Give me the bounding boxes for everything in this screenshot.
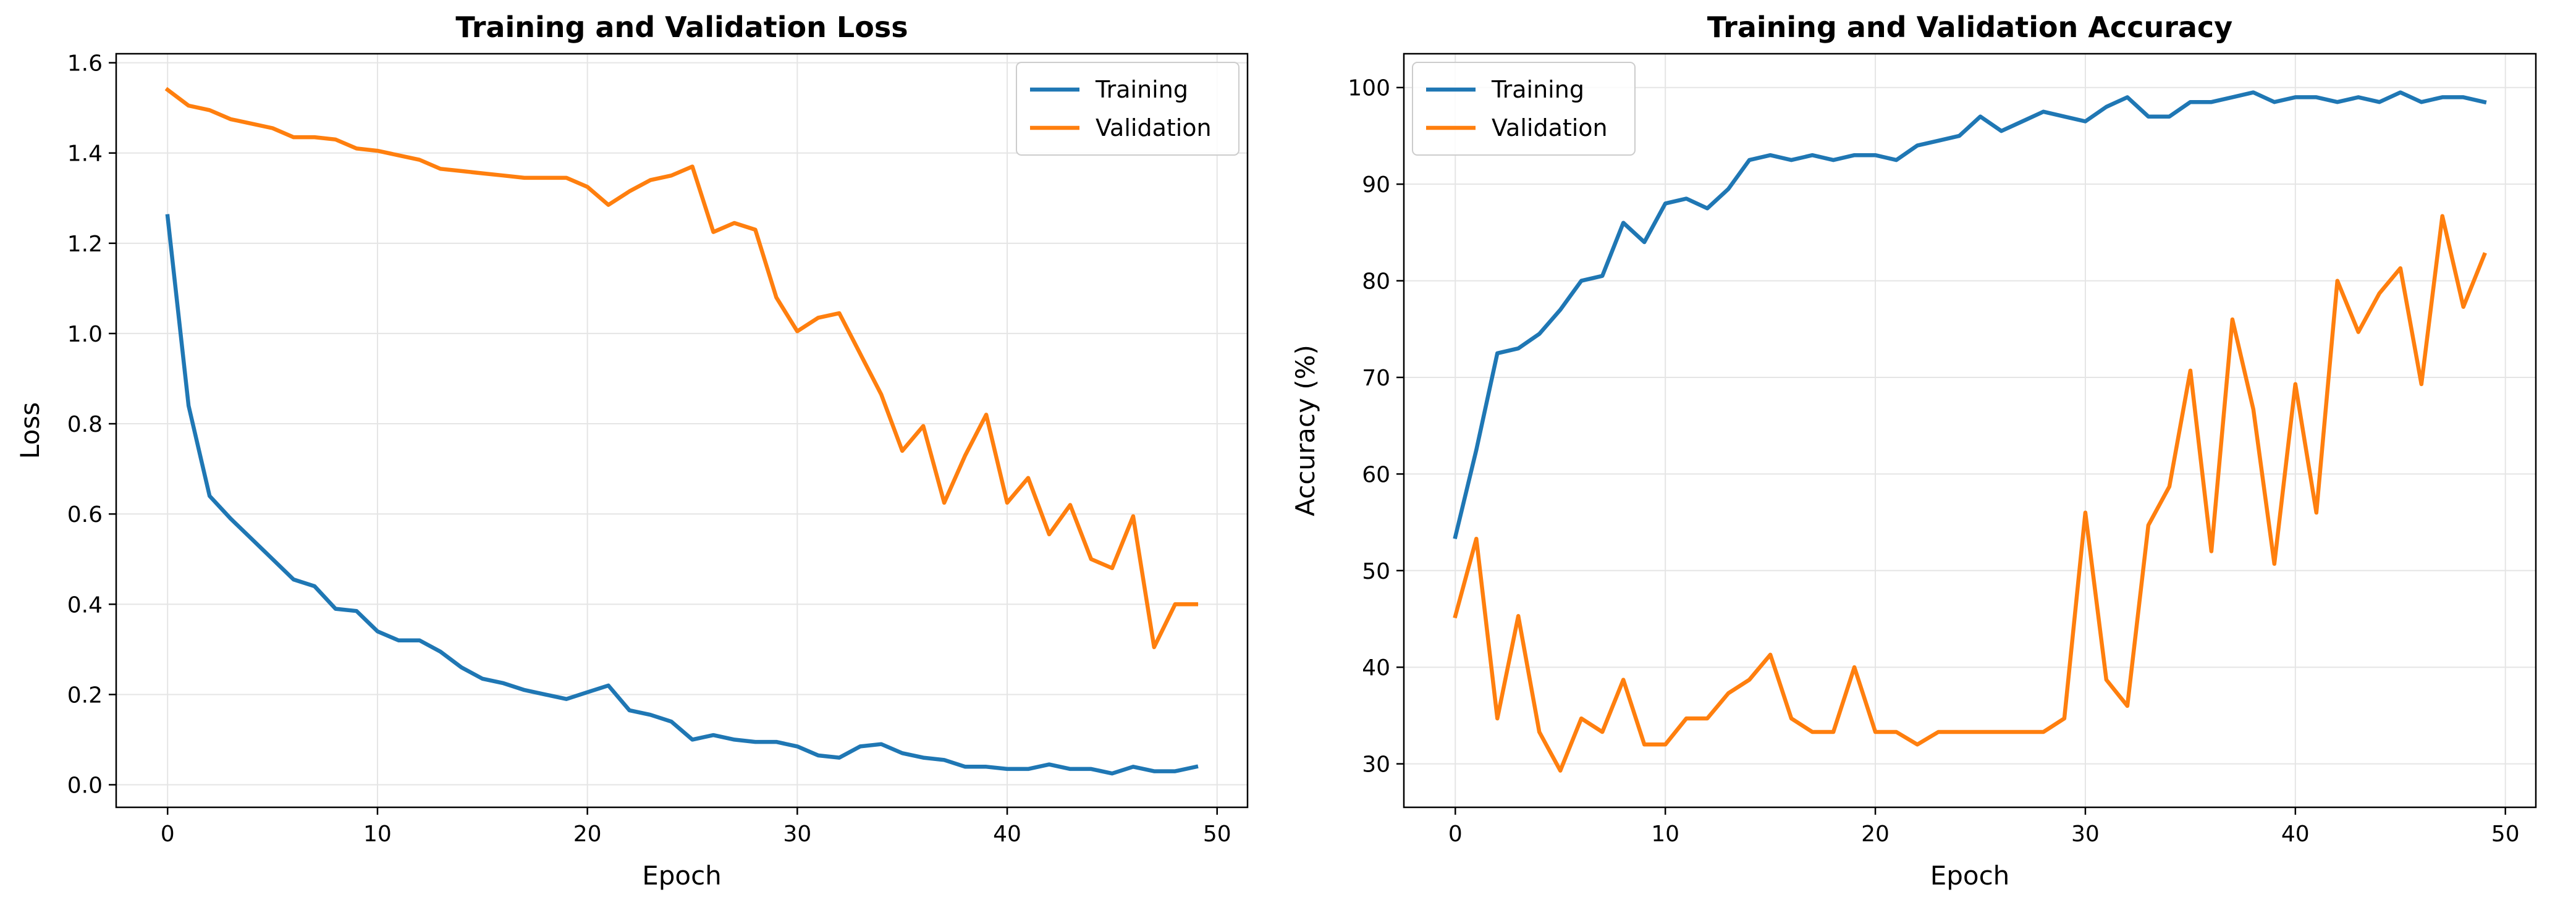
x-tick-label: 10	[363, 822, 392, 847]
y-tick-label: 1.0	[67, 322, 103, 347]
y-tick-label: 0.6	[67, 502, 103, 528]
y-tick-label: 40	[1362, 655, 1390, 681]
chart-title: Training and Validation Loss	[455, 11, 908, 44]
x-axis-label: Epoch	[1930, 860, 2010, 891]
y-tick-label: 90	[1362, 172, 1390, 198]
legend-label-training: Training	[1491, 76, 1584, 103]
x-tick-label: 10	[1651, 822, 1679, 847]
legend-label-validation: Validation	[1492, 114, 1608, 141]
legend-box	[1016, 62, 1239, 156]
legend-box	[1412, 62, 1636, 156]
y-tick-label: 60	[1362, 462, 1390, 487]
y-tick-label: 0.2	[67, 683, 103, 708]
y-tick-label: 100	[1348, 76, 1390, 101]
x-axis-label: Epoch	[642, 860, 722, 891]
x-tick-label: 50	[2491, 822, 2520, 847]
series-line-training	[1453, 90, 2487, 540]
y-tick-label: 1.4	[67, 141, 103, 167]
y-tick-label: 1.2	[67, 232, 103, 257]
series-line-training	[165, 214, 1199, 776]
plot-frame	[115, 53, 1249, 809]
legend: Training Validation	[1016, 62, 1239, 156]
y-axis-label: Loss	[15, 402, 45, 459]
x-tick-label: 40	[993, 822, 1021, 847]
x-tick-label: 20	[1861, 822, 1890, 847]
accuracy-chart: 0 10 20 30 40 50 30 40 50 60 70 80 90 100 Training and…	[1290, 11, 2537, 891]
loss-chart: 0 10 20 30 40 50 0.0 0.2 0.4 0.6 0.8 1.0 1.2 1.4 1.6 Tr…	[15, 11, 1249, 891]
chart-title: Training and Validation Accuracy	[1707, 11, 2232, 44]
x-tick-label: 0	[161, 822, 175, 847]
y-tick-label: 80	[1362, 269, 1390, 295]
x-tick-label: 30	[783, 822, 811, 847]
legend: Training Validation	[1412, 62, 1636, 156]
series-line-validation	[164, 86, 1199, 649]
y-tick-label: 0.8	[67, 412, 103, 437]
y-tick-label: 0.0	[67, 773, 103, 798]
y-axis-label: Accuracy (%)	[1290, 345, 1320, 516]
y-tick-label: 70	[1362, 366, 1390, 391]
y-tick-label: 30	[1362, 752, 1390, 778]
x-tick-label: 0	[1448, 822, 1463, 847]
series-line-validation	[1453, 214, 2487, 773]
legend-label-validation: Validation	[1096, 114, 1212, 141]
y-tick-label: 1.6	[67, 51, 103, 77]
x-tick-label: 20	[573, 822, 602, 847]
y-tick-label: 50	[1362, 559, 1390, 584]
x-tick-label: 40	[2281, 822, 2310, 847]
plot-frame	[1403, 53, 2537, 809]
y-tick-label: 0.4	[67, 592, 103, 618]
x-tick-label: 50	[1203, 822, 1231, 847]
x-tick-label: 30	[2071, 822, 2100, 847]
legend-label-training: Training	[1095, 76, 1188, 103]
